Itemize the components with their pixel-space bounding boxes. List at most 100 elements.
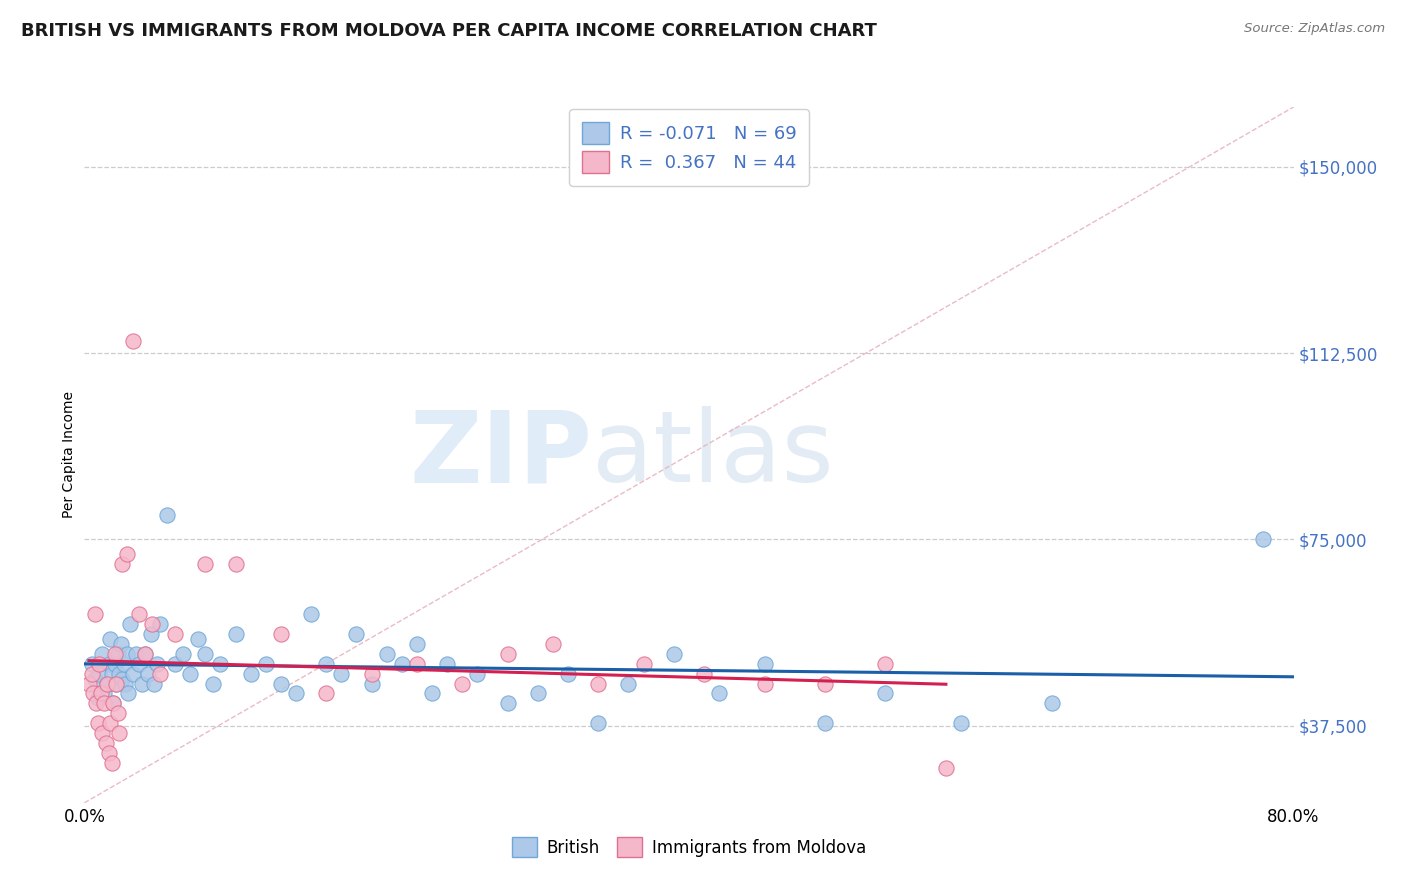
Text: BRITISH VS IMMIGRANTS FROM MOLDOVA PER CAPITA INCOME CORRELATION CHART: BRITISH VS IMMIGRANTS FROM MOLDOVA PER C… (21, 22, 877, 40)
Text: atlas: atlas (592, 407, 834, 503)
Point (163, 657, 186, 671)
Point (496, 647, 519, 661)
Point (115, 547, 138, 561)
Point (146, 657, 169, 671)
Point (96, 676, 118, 690)
Point (315, 686, 337, 700)
Point (950, 716, 973, 731)
Point (87, 716, 110, 731)
Point (111, 672, 134, 686)
Point (360, 666, 382, 681)
Point (98, 716, 121, 731)
Point (254, 657, 277, 671)
Point (633, 657, 655, 671)
Point (111, 558, 134, 572)
Point (270, 676, 292, 690)
Point (89, 666, 111, 681)
Point (105, 676, 128, 690)
Point (93, 697, 115, 711)
Point (104, 647, 127, 661)
Point (80, 657, 103, 671)
Point (110, 637, 132, 651)
Point (149, 616, 172, 631)
Point (117, 686, 139, 700)
Point (1040, 697, 1063, 711)
Point (104, 657, 127, 671)
Point (935, 761, 957, 775)
Point (105, 676, 128, 690)
Point (136, 666, 159, 681)
Point (284, 686, 308, 700)
Point (662, 647, 685, 661)
Point (89, 657, 111, 671)
Point (875, 686, 897, 700)
Point (163, 627, 186, 641)
Point (94, 736, 117, 750)
Point (330, 666, 353, 681)
Point (121, 666, 143, 681)
Text: Source: ZipAtlas.com: Source: ZipAtlas.com (1244, 22, 1385, 36)
Point (754, 676, 776, 690)
Point (172, 647, 194, 661)
Point (108, 726, 131, 740)
Point (141, 616, 163, 631)
Point (98, 632, 121, 646)
Point (114, 676, 136, 690)
Point (84, 607, 107, 621)
Text: ZIP: ZIP (409, 407, 592, 503)
Point (693, 666, 716, 681)
Point (754, 657, 776, 671)
Point (420, 686, 443, 700)
Point (346, 627, 368, 641)
Point (557, 666, 579, 681)
Point (131, 676, 153, 690)
Legend: British, Immigrants from Moldova: British, Immigrants from Moldova (505, 830, 873, 864)
Point (526, 686, 548, 700)
Point (299, 607, 322, 621)
Point (187, 632, 209, 646)
Point (467, 666, 489, 681)
Point (496, 697, 519, 711)
Point (125, 647, 148, 661)
Point (139, 627, 162, 641)
Point (541, 637, 564, 651)
Point (194, 558, 217, 572)
Point (82, 686, 104, 700)
Point (225, 558, 247, 572)
Point (97, 657, 120, 671)
Point (875, 657, 897, 671)
Point (617, 676, 640, 690)
Point (80, 666, 103, 681)
Point (93, 686, 115, 700)
Point (107, 706, 129, 721)
Point (91, 726, 114, 740)
Point (115, 647, 138, 661)
Point (100, 756, 122, 770)
Point (360, 676, 382, 690)
Point (239, 666, 262, 681)
Point (814, 676, 837, 690)
Point (100, 666, 122, 681)
Point (391, 657, 413, 671)
Point (225, 627, 247, 641)
Point (107, 647, 129, 661)
Point (406, 637, 429, 651)
Point (77, 676, 100, 690)
Point (101, 697, 124, 711)
Point (128, 657, 150, 671)
Point (97, 746, 120, 760)
Point (96, 676, 118, 690)
Point (134, 647, 156, 661)
Point (588, 676, 610, 690)
Point (406, 657, 429, 671)
Point (128, 607, 150, 621)
Point (156, 508, 179, 522)
Point (1251, 533, 1274, 547)
Point (149, 666, 172, 681)
Point (814, 716, 837, 731)
Point (84, 672, 107, 686)
Point (179, 666, 201, 681)
Point (87, 691, 110, 706)
Point (91, 647, 114, 661)
Point (315, 657, 337, 671)
